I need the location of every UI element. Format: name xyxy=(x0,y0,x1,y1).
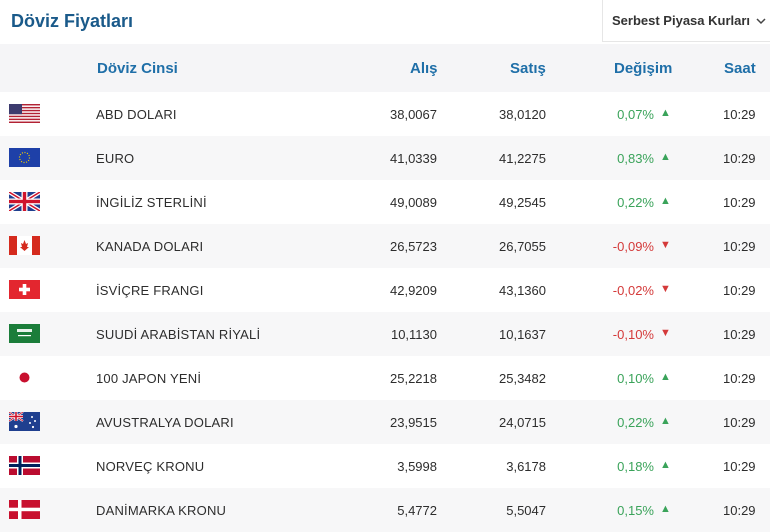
dropdown-label: Serbest Piyasa Kurları xyxy=(612,13,751,28)
change-percent: 0,10% xyxy=(617,371,654,386)
au-flag-icon xyxy=(9,412,40,431)
no-flag-icon xyxy=(9,456,40,475)
eu-flag-icon xyxy=(9,148,40,167)
currency-rows: ABD DOLARI 38,0067 38,0120 0,07% ▲ 10:29 EURO 4… xyxy=(0,92,770,532)
arrow-up-icon: ▲ xyxy=(660,415,671,427)
currency-name[interactable]: 100 JAPON YENİ xyxy=(96,371,202,386)
us-flag-icon xyxy=(9,104,40,123)
update-time: 10:29 xyxy=(723,415,756,430)
currency-name[interactable]: ABD DOLARI xyxy=(96,107,177,122)
page-title: Döviz Fiyatları xyxy=(11,11,134,31)
table-row[interactable]: İSVİÇRE FRANGI 42,9209 43,1360 -0,02% ▼ 10:29 xyxy=(0,268,770,312)
dk-flag-icon xyxy=(9,500,40,519)
buy-price: 23,9515 xyxy=(390,415,437,430)
table-row[interactable]: NORVEÇ KRONU 3,5998 3,6178 0,18% ▲ 10:29 xyxy=(0,444,770,488)
header-buy[interactable]: Alış xyxy=(410,60,438,77)
header-currency[interactable]: Döviz Cinsi xyxy=(97,60,178,77)
sell-price: 38,0120 xyxy=(499,107,546,122)
buy-price: 38,0067 xyxy=(390,107,437,122)
arrow-up-icon: ▲ xyxy=(660,151,671,163)
update-time: 10:29 xyxy=(723,107,756,122)
table-row[interactable]: ABD DOLARI 38,0067 38,0120 0,07% ▲ 10:29 xyxy=(0,92,770,136)
arrow-down-icon: ▼ xyxy=(660,283,671,295)
update-time: 10:29 xyxy=(723,459,756,474)
table-row[interactable]: EURO 41,0339 41,2275 0,83% ▲ 10:29 xyxy=(0,136,770,180)
table-header: Döviz Cinsi Alış Satış Değişim Saat xyxy=(0,44,770,92)
currency-name[interactable]: SUUDİ ARABİSTAN RİYALİ xyxy=(96,327,261,342)
sell-price: 24,0715 xyxy=(499,415,546,430)
buy-price: 25,2218 xyxy=(390,371,437,386)
uk-flag-icon xyxy=(9,192,40,211)
arrow-up-icon: ▲ xyxy=(660,107,671,119)
update-time: 10:29 xyxy=(723,151,756,166)
change-percent: -0,10% xyxy=(612,327,654,342)
arrow-up-icon: ▲ xyxy=(660,503,671,515)
currency-name[interactable]: EURO xyxy=(96,151,135,166)
table-row[interactable]: KANADA DOLARI 26,5723 26,7055 -0,09% ▼ 10:29 xyxy=(0,224,770,268)
chevron-down-icon xyxy=(756,17,766,24)
update-time: 10:29 xyxy=(723,239,756,254)
arrow-up-icon: ▲ xyxy=(660,459,671,471)
update-time: 10:29 xyxy=(723,283,756,298)
sell-price: 26,7055 xyxy=(499,239,546,254)
currency-name[interactable]: İSVİÇRE FRANGI xyxy=(96,283,204,298)
buy-price: 3,5998 xyxy=(397,459,437,474)
market-type-dropdown[interactable]: Serbest Piyasa Kurları xyxy=(602,0,770,42)
ca-flag-icon xyxy=(9,236,40,255)
change-percent: -0,02% xyxy=(612,283,654,298)
change-percent: 0,22% xyxy=(617,415,654,430)
sell-price: 10,1637 xyxy=(499,327,546,342)
table-row[interactable]: DANİMARKA KRONU 5,4772 5,5047 0,15% ▲ 10:29 xyxy=(0,488,770,532)
sell-price: 3,6178 xyxy=(506,459,546,474)
arrow-up-icon: ▲ xyxy=(660,195,671,207)
sell-price: 43,1360 xyxy=(499,283,546,298)
buy-price: 26,5723 xyxy=(390,239,437,254)
update-time: 10:29 xyxy=(723,327,756,342)
buy-price: 42,9209 xyxy=(390,283,437,298)
currency-name[interactable]: KANADA DOLARI xyxy=(96,239,204,254)
change-percent: -0,09% xyxy=(612,239,654,254)
table-row[interactable]: AVUSTRALYA DOLARI 23,9515 24,0715 0,22% ▲ 10:… xyxy=(0,400,770,444)
change-percent: 0,07% xyxy=(617,107,654,122)
currency-name[interactable]: AVUSTRALYA DOLARI xyxy=(96,415,234,430)
currency-name[interactable]: İNGİLİZ STERLİNİ xyxy=(96,195,207,210)
change-percent: 0,83% xyxy=(617,151,654,166)
arrow-down-icon: ▼ xyxy=(660,239,671,251)
change-percent: 0,18% xyxy=(617,459,654,474)
update-time: 10:29 xyxy=(723,195,756,210)
arrow-up-icon: ▲ xyxy=(660,371,671,383)
buy-price: 41,0339 xyxy=(390,151,437,166)
currency-name[interactable]: NORVEÇ KRONU xyxy=(96,459,205,474)
top-bar: Döviz Fiyatları Serbest Piyasa Kurları xyxy=(0,0,770,44)
table-row[interactable]: SUUDİ ARABİSTAN RİYALİ 10,1130 10,1637 -0,1… xyxy=(0,312,770,356)
table-row[interactable]: 100 JAPON YENİ 25,2218 25,3482 0,10% ▲ 10:29 xyxy=(0,356,770,400)
sell-price: 41,2275 xyxy=(499,151,546,166)
table-row[interactable]: İNGİLİZ STERLİNİ 49,0089 49,2545 0,22% ▲ 10:2… xyxy=(0,180,770,224)
update-time: 10:29 xyxy=(723,371,756,386)
buy-price: 10,1130 xyxy=(390,327,437,342)
ch-flag-icon xyxy=(9,280,40,299)
header-sell[interactable]: Satış xyxy=(510,60,546,77)
buy-price: 49,0089 xyxy=(390,195,437,210)
header-change[interactable]: Değişim xyxy=(614,60,673,77)
arrow-down-icon: ▼ xyxy=(660,327,671,339)
sa-flag-icon xyxy=(9,324,40,343)
header-time[interactable]: Saat xyxy=(724,60,756,77)
sell-price: 25,3482 xyxy=(499,371,546,386)
jp-flag-icon xyxy=(9,368,40,387)
sell-price: 49,2545 xyxy=(499,195,546,210)
change-percent: 0,22% xyxy=(617,195,654,210)
